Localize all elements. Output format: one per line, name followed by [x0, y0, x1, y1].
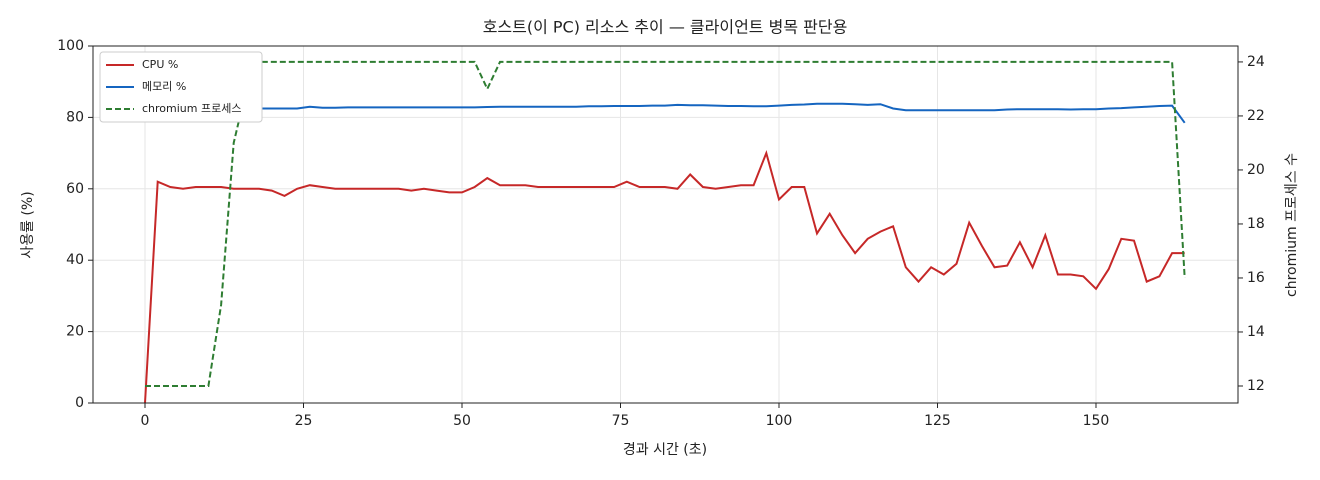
y-tick-label: 60 [66, 181, 84, 197]
x-tick-label: 150 [1083, 413, 1110, 429]
plot-frame [92, 45, 1239, 404]
series-line [259, 102, 1186, 124]
y-tick-label: 80 [66, 109, 84, 125]
x-tick-label: 125 [924, 413, 951, 429]
legend: CPU % 메모리 % chromium 프로세스 [99, 51, 263, 123]
legend-label: chromium 프로세스 [142, 102, 241, 115]
series-line [144, 149, 1185, 404]
x-tick-label: 75 [612, 413, 630, 429]
legend-box [99, 51, 263, 123]
x-tick-label: 100 [766, 413, 793, 429]
x-tick-label: 25 [295, 413, 313, 429]
y-tick-label: 100 [57, 38, 84, 54]
y2-tick-label: 20 [1247, 162, 1265, 178]
y2-tick-label: 12 [1247, 378, 1265, 394]
y2-tick-label: 24 [1247, 54, 1265, 70]
x-tick-label: 50 [453, 413, 471, 429]
series-line [145, 60, 1186, 387]
y-tick-label: 0 [75, 395, 84, 411]
chart-title: 호스트(이 PC) 리소스 추이 — 클라이언트 병목 판단용 [483, 18, 848, 37]
y2-axis-label: chromium 프로세스 수 [1284, 153, 1300, 297]
legend-label: 메모리 % [142, 80, 186, 93]
y2-tick-label: 16 [1247, 270, 1265, 286]
y2-tick-label: 18 [1247, 216, 1265, 232]
y-tick-label: 40 [66, 252, 84, 268]
y2-tick-label: 14 [1247, 324, 1265, 340]
x-tick-label: 0 [141, 413, 150, 429]
x-axis-label: 경과 시간 (초) [623, 442, 707, 458]
legend-label: CPU % [142, 58, 178, 71]
y-tick-label: 20 [66, 324, 84, 340]
y-axis-label: 사용률 (%) [20, 191, 36, 258]
y2-tick-label: 22 [1247, 108, 1265, 124]
